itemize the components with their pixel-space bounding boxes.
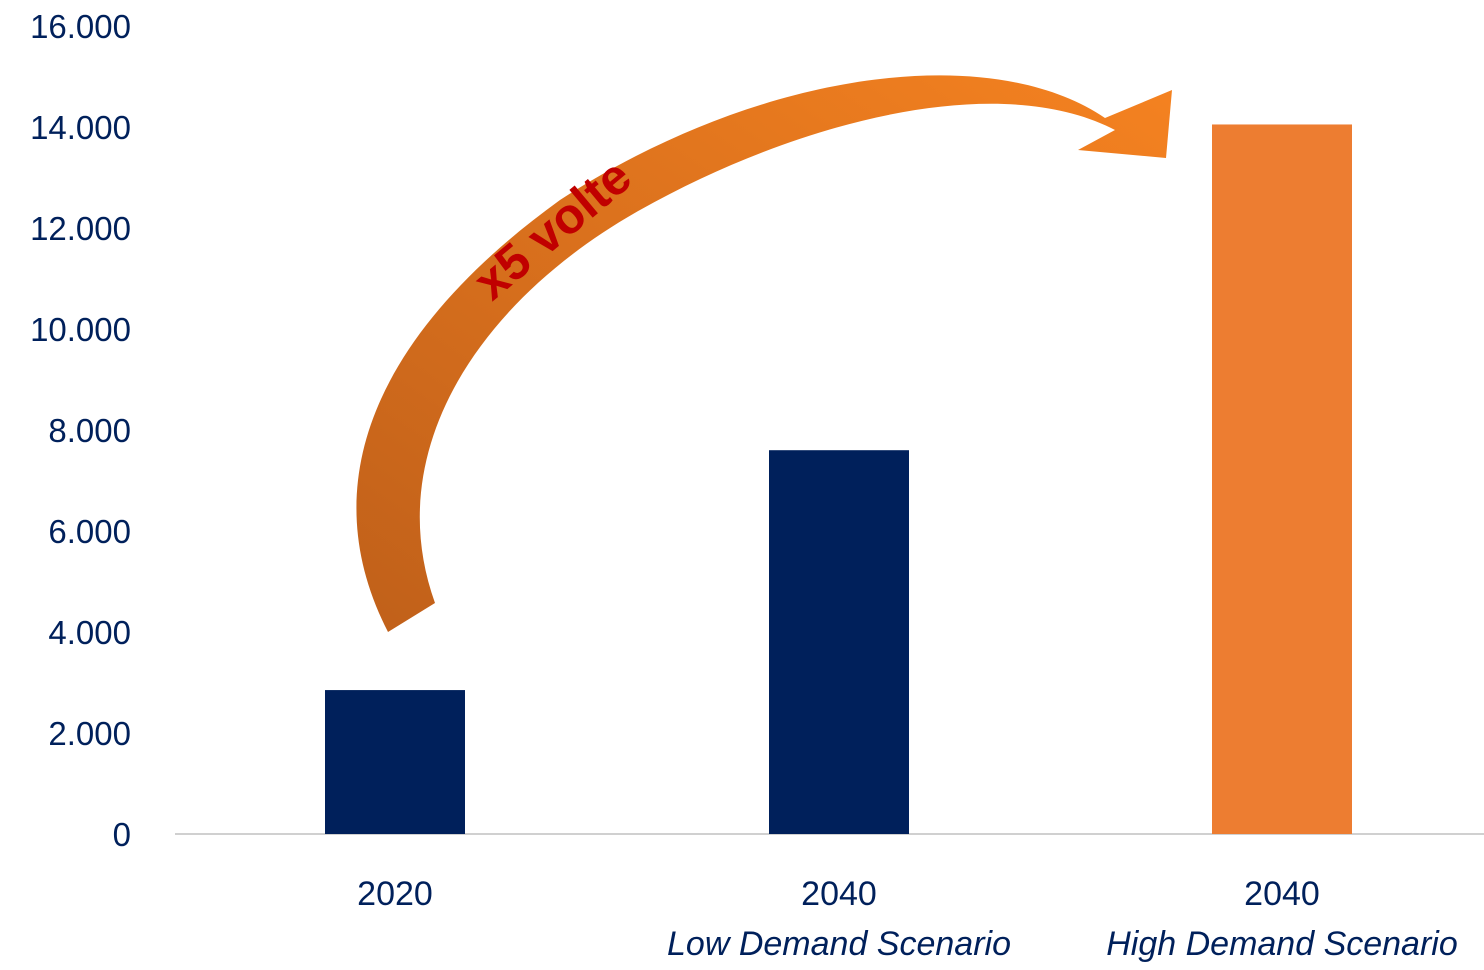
- x-tick-label: 2040: [1244, 875, 1320, 913]
- y-tick-label: 4.000: [48, 614, 131, 651]
- y-tick-label: 12.000: [30, 210, 131, 247]
- bars: [325, 124, 1352, 835]
- y-tick-label: 6.000: [48, 513, 131, 550]
- y-tick-label: 10.000: [30, 311, 131, 348]
- annotation-label: x5 volte: [463, 148, 642, 311]
- y-tick-label: 0: [113, 816, 131, 853]
- curved-arrow-icon: [356, 75, 1173, 632]
- y-tick-label: 2.000: [48, 715, 131, 752]
- y-tick-label: 14.000: [30, 109, 131, 146]
- x-tick-sublabel: Low Demand Scenario: [667, 925, 1011, 963]
- x-axis-labels: 2020 2040 Low Demand Scenario 2040 High Dema…: [357, 875, 1458, 963]
- x-tick-label: 2040: [801, 875, 877, 913]
- bar: [769, 450, 909, 834]
- x-tick-label: 2020: [357, 875, 433, 913]
- x-tick-sublabel: High Demand Scenario: [1106, 925, 1458, 963]
- bar: [1212, 124, 1352, 835]
- bar: [325, 690, 465, 834]
- y-tick-label: 8.000: [48, 412, 131, 449]
- y-axis-ticks: 0 2.000 4.000 6.000 8.000 10.000 12.000 14.000 1…: [30, 8, 131, 853]
- y-tick-label: 16.000: [30, 8, 131, 45]
